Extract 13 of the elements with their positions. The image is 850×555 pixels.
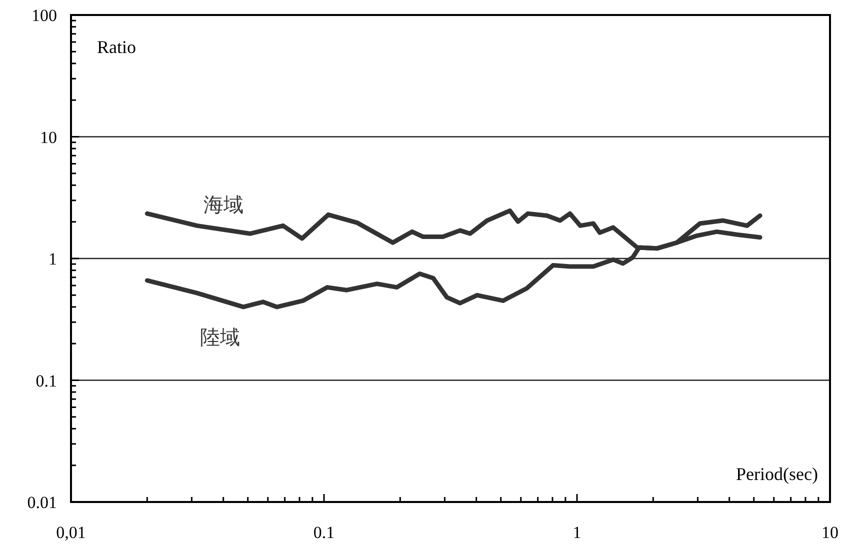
y-tick-label: 0.01 <box>27 493 57 512</box>
x-tick-label: 0.1 <box>313 523 335 542</box>
series-label: 海域 <box>204 194 244 217</box>
x-axis-title: Period(sec) <box>736 464 818 484</box>
y-tick-label: 0.1 <box>36 371 57 390</box>
x-tick-label: 1 <box>572 523 582 542</box>
y-axis-title: Ratio <box>97 37 136 57</box>
x-tick-label: 0,01 <box>56 523 86 542</box>
x-tick-label: 10 <box>822 523 838 542</box>
series-label: 陸域 <box>200 327 240 350</box>
y-tick-label: 1 <box>48 250 57 268</box>
y-tick-label: 10 <box>40 128 57 147</box>
y-tick-label: 100 <box>32 6 57 25</box>
